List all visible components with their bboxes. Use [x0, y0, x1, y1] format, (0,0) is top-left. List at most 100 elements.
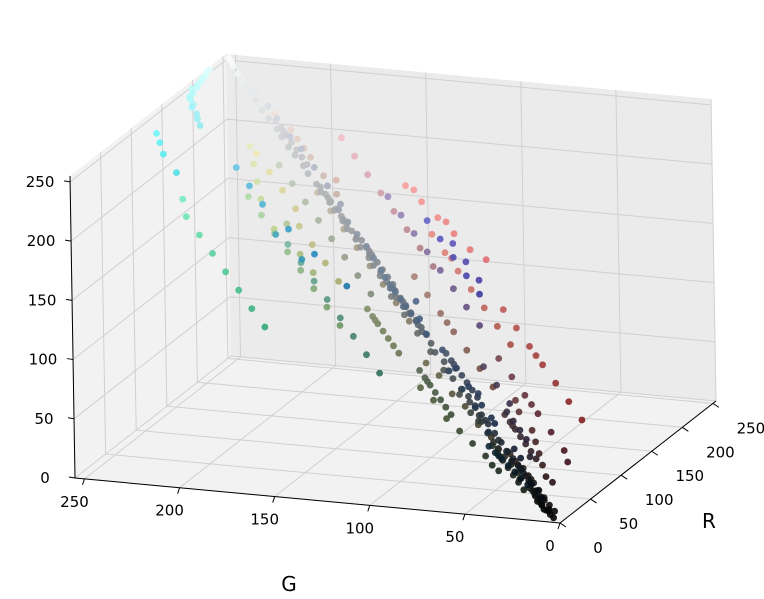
data-point — [542, 473, 550, 480]
data-point — [272, 231, 280, 238]
data-point — [466, 398, 474, 406]
data-point — [298, 256, 306, 263]
r-axis-line — [559, 400, 717, 524]
z-tick-label: 250 — [26, 173, 55, 191]
g-tick-label: 100 — [345, 519, 374, 537]
data-point — [491, 429, 499, 437]
r-tick-label: 250 — [737, 419, 764, 437]
data-point — [348, 227, 356, 235]
data-point — [285, 143, 292, 151]
g-tick-label: 150 — [250, 511, 279, 529]
g-tick-label: 200 — [155, 502, 184, 520]
data-point — [439, 346, 446, 354]
data-point — [423, 217, 431, 225]
data-point — [333, 190, 341, 198]
data-point — [520, 469, 527, 477]
data-point — [278, 133, 286, 141]
data-point — [494, 322, 501, 330]
data-point — [338, 134, 345, 142]
data-point — [465, 383, 472, 391]
r-tick-mark — [559, 522, 567, 528]
g-tick-mark — [272, 496, 276, 503]
data-point — [370, 254, 377, 262]
data-point — [482, 256, 490, 264]
data-point — [520, 486, 528, 494]
data-point — [364, 171, 372, 179]
data-point — [458, 372, 466, 379]
data-point — [310, 164, 318, 171]
data-point — [512, 396, 519, 404]
data-point — [474, 390, 482, 397]
g-tick-label: 250 — [60, 493, 89, 511]
data-point — [397, 211, 405, 219]
data-point — [422, 330, 430, 338]
data-point — [229, 62, 237, 70]
data-point — [251, 86, 259, 94]
r-tick-label: 150 — [675, 467, 704, 485]
data-point — [381, 273, 389, 281]
r-tick-label: 0 — [593, 539, 603, 557]
data-point — [187, 96, 194, 103]
data-point — [467, 409, 475, 417]
data-point — [429, 263, 437, 270]
data-point — [384, 193, 392, 201]
data-point — [248, 305, 256, 312]
data-point — [482, 452, 489, 460]
data-point — [531, 492, 539, 500]
data-point — [515, 408, 523, 416]
data-point — [292, 205, 299, 213]
data-point — [436, 235, 444, 243]
data-point — [435, 372, 443, 379]
data-point — [336, 314, 344, 322]
data-point — [524, 481, 532, 489]
z-tick-label: 0 — [40, 469, 50, 487]
data-point — [560, 447, 568, 454]
data-point — [395, 349, 403, 357]
data-point — [317, 183, 324, 191]
data-point — [405, 317, 413, 325]
data-point — [336, 322, 344, 329]
data-point — [294, 135, 301, 143]
z-tick-mark — [64, 239, 72, 242]
data-point — [392, 288, 399, 296]
data-point — [354, 272, 362, 279]
data-point — [436, 266, 444, 274]
data-point — [471, 404, 479, 412]
data-point — [499, 306, 507, 313]
data-point — [196, 231, 203, 239]
data-point — [463, 272, 470, 280]
data-point — [503, 408, 511, 416]
data-point — [273, 125, 281, 133]
data-point — [364, 305, 371, 313]
data-point — [283, 220, 291, 228]
data-point — [232, 164, 240, 171]
data-point — [448, 390, 456, 398]
data-point — [461, 403, 469, 410]
data-point — [452, 364, 459, 372]
data-point — [504, 448, 512, 455]
grid-line-r — [130, 128, 622, 476]
data-point — [384, 335, 392, 342]
data-point — [343, 282, 351, 290]
data-point — [523, 436, 530, 443]
data-point — [431, 349, 439, 356]
data-point — [287, 126, 295, 134]
data-point — [443, 415, 450, 422]
data-point — [495, 467, 503, 475]
data-point — [188, 103, 196, 111]
data-point — [484, 420, 492, 428]
data-point — [463, 346, 471, 354]
data-point — [467, 286, 475, 293]
r-tick-mark — [590, 498, 597, 504]
data-point — [504, 462, 512, 469]
data-point — [416, 367, 423, 374]
data-point — [527, 448, 535, 455]
data-point — [403, 226, 411, 234]
z-tick-label: 150 — [28, 291, 57, 309]
z-axis-line — [69, 175, 76, 479]
data-point — [539, 461, 546, 469]
grid-line-r — [100, 152, 591, 500]
r-tick-label: 50 — [619, 515, 638, 533]
data-point — [507, 341, 514, 348]
